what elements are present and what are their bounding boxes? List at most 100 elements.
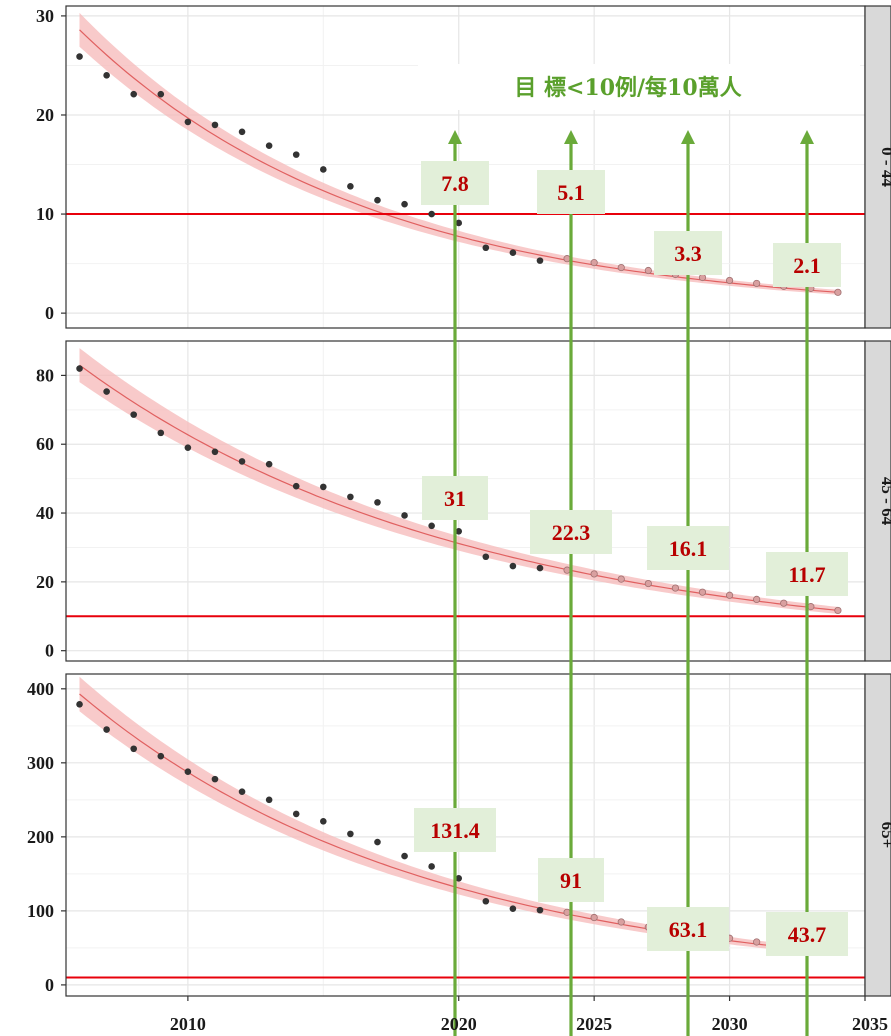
projection-value-label: 2.1 xyxy=(793,253,821,278)
observed-point xyxy=(103,388,110,395)
observed-point xyxy=(211,448,219,456)
projection-label-box xyxy=(530,510,612,554)
observed-point xyxy=(157,752,165,760)
projection-label-box xyxy=(647,907,729,951)
observed-point xyxy=(401,512,408,519)
projected-point xyxy=(644,579,652,588)
projected-point xyxy=(753,279,761,288)
panel-2: 0 20 40 60 80 45 - 64 xyxy=(36,340,891,662)
observed-point xyxy=(238,458,246,465)
observed-point xyxy=(401,852,408,860)
projected-point xyxy=(617,918,625,926)
observed-point xyxy=(157,90,165,98)
observed-point xyxy=(374,838,381,846)
y-tick-label: 20 xyxy=(36,105,54,125)
observed-point xyxy=(76,365,83,372)
x-tick-label: 2035 xyxy=(852,1014,888,1034)
projected-point xyxy=(644,266,652,275)
observed-point xyxy=(130,411,138,418)
y-tick-label: 100 xyxy=(27,901,54,921)
y-tick-label: 0 xyxy=(45,975,54,995)
observed-point xyxy=(536,257,544,264)
observed-point xyxy=(347,493,354,501)
y-tick-label: 20 xyxy=(36,572,54,592)
projected-point xyxy=(563,908,571,916)
observed-point xyxy=(211,775,219,783)
y-tick-label: 300 xyxy=(27,753,54,773)
observed-point xyxy=(103,72,110,79)
observed-point xyxy=(347,830,354,838)
observed-point xyxy=(509,562,517,570)
projection-value-label: 131.4 xyxy=(430,818,480,843)
y-tick-label: 80 xyxy=(36,365,54,385)
observed-point xyxy=(509,905,517,912)
projection-value-label: 63.1 xyxy=(669,917,708,942)
projection-value-label: 91 xyxy=(560,868,582,893)
observed-point xyxy=(211,121,219,129)
observed-point xyxy=(265,142,273,149)
x-tick-label: 2025 xyxy=(576,1014,612,1034)
observed-point xyxy=(130,745,138,753)
facet-strip-label: 45 - 64 xyxy=(878,477,891,526)
y-tick-label: 0 xyxy=(45,641,54,661)
observed-point xyxy=(347,183,354,190)
goal-label: 目 標<10例/每10萬人 xyxy=(514,75,741,101)
observed-point xyxy=(184,444,192,451)
observed-point xyxy=(536,906,544,914)
projected-point xyxy=(617,263,625,272)
observed-point xyxy=(428,522,435,530)
projected-point xyxy=(834,288,842,296)
projection-arrow-head xyxy=(681,130,695,144)
observed-point xyxy=(509,249,517,257)
facet-strip-label: 0 - 44 xyxy=(878,147,891,187)
observed-point xyxy=(292,810,300,818)
observed-point xyxy=(130,90,138,98)
observed-point xyxy=(292,151,300,158)
observed-point xyxy=(455,527,463,535)
observed-point xyxy=(292,482,300,490)
y-tick-label: 0 xyxy=(45,303,54,323)
projection-value-label: 11.7 xyxy=(788,562,825,587)
observed-point xyxy=(238,128,246,136)
projection-value-label: 3.3 xyxy=(674,241,702,266)
observed-point xyxy=(320,166,327,173)
observed-point xyxy=(76,701,83,708)
observed-point xyxy=(482,244,490,252)
projected-point xyxy=(563,566,571,574)
projection-label-box xyxy=(422,476,488,520)
projection-label-box xyxy=(766,552,848,596)
x-tick-label: 2010 xyxy=(170,1014,206,1034)
observed-point xyxy=(482,897,490,905)
projected-point xyxy=(617,575,625,583)
projected-point xyxy=(590,913,598,922)
projection-label-box xyxy=(421,161,489,205)
projected-point xyxy=(590,259,598,267)
projected-point xyxy=(590,570,598,578)
y-tick-label: 10 xyxy=(36,204,54,224)
observed-point xyxy=(401,200,408,208)
observed-point xyxy=(482,553,490,561)
observed-point xyxy=(320,483,327,491)
projection-value-label: 16.1 xyxy=(669,536,708,561)
confidence-band xyxy=(79,12,838,295)
projected-point xyxy=(780,599,788,607)
observed-point xyxy=(103,726,110,733)
projected-point xyxy=(698,588,707,596)
y-tick-label: 60 xyxy=(36,434,54,454)
projected-point xyxy=(725,276,734,285)
projection-label-box xyxy=(537,170,605,214)
projection-arrow-head xyxy=(448,130,462,144)
observed-point xyxy=(455,875,463,882)
projected-point xyxy=(834,606,842,615)
y-tick-label: 40 xyxy=(36,503,54,523)
y-tick-label: 30 xyxy=(36,6,54,26)
x-tick-label: 2030 xyxy=(712,1014,748,1034)
projected-point xyxy=(725,591,734,599)
projected-point xyxy=(698,273,707,282)
facet-strip xyxy=(864,5,891,329)
observed-point xyxy=(157,429,165,437)
fit-line xyxy=(79,364,838,611)
projected-point xyxy=(753,938,761,946)
projection-label-box xyxy=(766,912,848,956)
projected-point xyxy=(671,584,680,592)
